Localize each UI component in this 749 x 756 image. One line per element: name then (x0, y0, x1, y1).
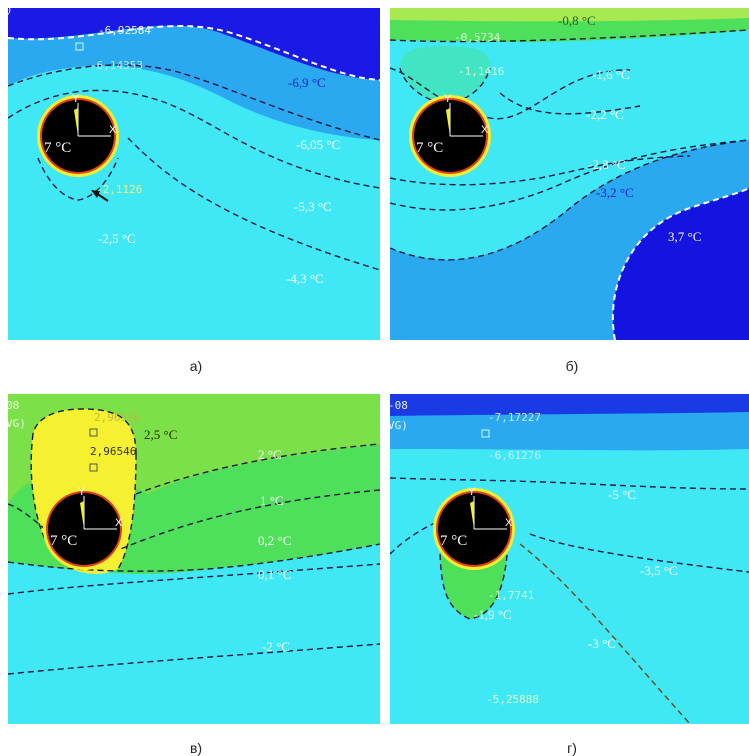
isotherm-label: -5,3 °C (294, 199, 332, 214)
isotherm-label: -4,3 °C (286, 271, 324, 286)
value-label: -7,17227 (488, 411, 541, 424)
isotherm-label: 2 °C (258, 447, 282, 462)
isotherm-label: -5 °C (608, 487, 636, 502)
value-label: -6,14353 (90, 59, 143, 72)
axis-y-label: Y (468, 486, 476, 498)
isotherm-label: 0,1 °C (258, 567, 292, 582)
isotherm-label: -1,9 °C (474, 607, 512, 622)
panel-d-field (390, 394, 749, 724)
panel-d: -08 VG) -7,17227 -6,61276 -1,7741 -5,258… (390, 394, 749, 724)
value-label: -6,92584 (98, 24, 151, 37)
isotherm-label: -3,2 °C (596, 185, 634, 200)
isotherm-label: -3,5 °C (640, 563, 678, 578)
panel-a: ) -6,92584 -6,14353 -2,1126 -6,9 °C -6,0… (8, 8, 380, 340)
pipe-temperature: 7 °C (416, 140, 444, 156)
corner-label: 08 (8, 399, 20, 412)
isotherm-label: -6,05 °C (296, 137, 341, 152)
isotherm-label: 0,2 °C (258, 533, 292, 548)
panel-c-field (8, 394, 380, 724)
value-label: -1,7741 (488, 589, 535, 602)
corner-label: -08 (390, 399, 408, 412)
isotherm-label: -3 °C (588, 636, 616, 651)
value-label: -6,61276 (488, 449, 541, 462)
corner-label: VG) (8, 417, 26, 430)
axis-x-label: X (481, 124, 489, 136)
panel-c: 08 VG) 2,96546 2,96546 2,5 °C 2 °C 1 °C … (8, 394, 380, 724)
axis-y-label: Y (78, 486, 86, 498)
axis-x-label: X (109, 124, 117, 136)
panel-b: -0,5734 -1,1416 -0,8 °C -1,6 °C -2,2 °C … (390, 8, 749, 340)
value-label: -1,1416 (458, 65, 505, 78)
isotherm-label: -2,2 °C (586, 107, 624, 122)
axis-x-label: X (115, 517, 123, 529)
isotherm-label: 2,5 °C (144, 427, 178, 442)
corner-label: VG) (390, 419, 408, 432)
pipe-temperature: 7 °C (50, 533, 78, 549)
isotherm-label: -2,8 °C (588, 157, 626, 172)
axis-y-label: Y (72, 93, 80, 105)
isotherm-label: 1 °C (260, 493, 284, 508)
isotherm-label: 3,7 °C (668, 229, 702, 244)
caption-d: г) (567, 740, 577, 756)
value-label: -2,1126 (96, 183, 143, 196)
axis-x-label: X (505, 517, 513, 529)
isotherm-label: -6,9 °C (288, 75, 326, 90)
pipe-temperature: 7 °C (440, 533, 468, 549)
corner-label: ) (8, 8, 13, 15)
value-label: -0,5734 (454, 31, 501, 44)
panel-b-field (390, 8, 749, 340)
panel-a-field (8, 8, 380, 340)
isotherm-label: -2 °C (262, 639, 290, 654)
caption-a: а) (189, 358, 203, 374)
isotherm-label: -0,8 °C (558, 13, 596, 28)
caption-b: б) (565, 358, 579, 374)
axis-y-label: Y (444, 93, 452, 105)
value-label: 2,96546 (94, 411, 141, 424)
value-label: -5,25888 (486, 693, 539, 706)
caption-c: в) (189, 740, 203, 756)
isotherm-label: -1,6 °C (592, 67, 630, 82)
isotherm-label: -2,5 °C (98, 231, 136, 246)
pipe-temperature: 7 °C (44, 140, 72, 156)
value-label: 2,96546 (90, 445, 137, 458)
